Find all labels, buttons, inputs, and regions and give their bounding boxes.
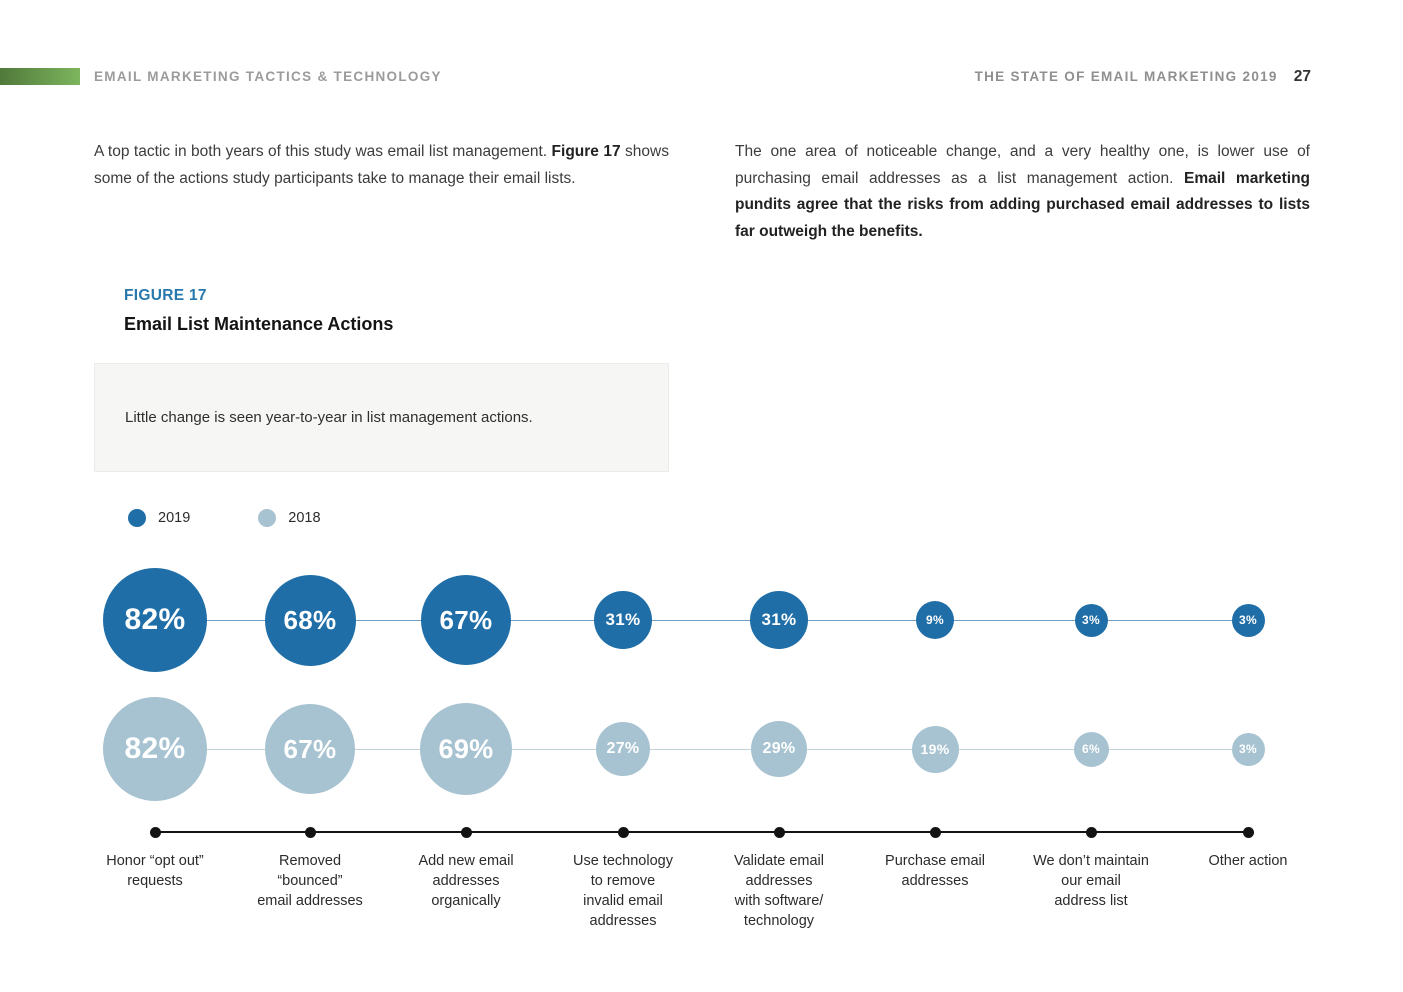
axis-dot-7	[1242, 826, 1254, 838]
legend-item-2018: 2018	[258, 509, 321, 527]
bubble-2018-3: 27%	[596, 722, 650, 776]
axis-dot-0	[149, 826, 161, 838]
bubble-2018-1: 67%	[265, 704, 355, 794]
axis-dot-6	[1085, 826, 1097, 838]
axis-dot-3	[617, 826, 629, 838]
category-label-7: Other action	[1208, 853, 1288, 869]
section-title: EMAIL MARKETING TACTICS & TECHNOLOGY	[94, 69, 442, 84]
page-number: 27	[1293, 68, 1311, 85]
intro-paragraph-right: The one area of noticeable change, and a…	[735, 139, 1310, 245]
category-label-4: Validate email addresses with software/ …	[733, 853, 824, 929]
intro-right-text: The one area of noticeable change, and a…	[735, 143, 1310, 187]
intro-left-bold: Figure 17	[551, 143, 621, 160]
intro-paragraph-left: A top tactic in both years of this study…	[94, 139, 669, 192]
axis-dot-4	[773, 826, 785, 838]
legend-label-2019: 2019	[158, 510, 191, 526]
bubble-2019-0: 82%	[103, 568, 207, 672]
chart-legend: 2019 2018	[128, 509, 321, 527]
legend-dot-2018	[258, 509, 277, 527]
figure-label: FIGURE 17	[124, 287, 207, 304]
bubble-2019-2: 67%	[421, 575, 511, 665]
bubble-2018-2: 69%	[420, 703, 512, 795]
category-label-3: Use technology to remove invalid email a…	[573, 853, 673, 929]
bubble-2018-0: 82%	[103, 697, 207, 801]
category-label-1: Removed “bounced” email addresses	[257, 853, 363, 909]
page-header-right: THE STATE OF EMAIL MARKETING 2019 27	[975, 68, 1311, 86]
bubble-2019-3: 31%	[594, 591, 652, 649]
bubble-2018-6: 6%	[1073, 731, 1109, 767]
bubble-2018-4: 29%	[751, 721, 807, 777]
section-color-bar	[0, 68, 80, 85]
legend-dot-2019	[128, 509, 146, 527]
axis-dot-2	[460, 826, 472, 838]
bubble-2018-7: 3%	[1231, 732, 1265, 766]
bubble-2019-1: 68%	[264, 574, 356, 666]
figure-callout-text: Little change is seen year-to-year in li…	[125, 409, 533, 426]
category-label-2: Add new email addresses organically	[418, 853, 514, 909]
category-axis-line	[155, 831, 1248, 833]
bubble-2019-7: 3%	[1231, 603, 1265, 637]
figure-title: Email List Maintenance Actions	[124, 314, 394, 334]
axis-dot-5	[929, 826, 941, 838]
intro-left-text: A top tactic in both years of this study…	[94, 143, 552, 160]
intro-left-text-2: shows some of the actions study particip…	[94, 143, 669, 187]
bubble-2019-4: 31%	[750, 591, 808, 649]
bubble-2018-5: 19%	[911, 725, 959, 773]
category-label-6: We don’t maintain our email address list	[1033, 853, 1149, 909]
bubble-2019-6: 3%	[1074, 603, 1108, 637]
legend-label-2018: 2018	[288, 510, 321, 526]
intro-right-bold: Email marketing pundits agree that the r…	[735, 169, 1310, 240]
report-title: THE STATE OF EMAIL MARKETING 2019	[974, 69, 1278, 84]
legend-item-2019: 2019	[128, 509, 190, 527]
category-label-0: Honor “opt out” requests	[106, 853, 204, 889]
series-connector-2018	[155, 749, 1248, 750]
bubble-2019-5: 9%	[916, 601, 954, 639]
series-connector-2019	[155, 620, 1248, 621]
category-label-5: Purchase email addresses	[885, 853, 985, 889]
axis-dot-1	[304, 826, 316, 838]
figure-callout-box: Little change is seen year-to-year in li…	[94, 363, 669, 472]
